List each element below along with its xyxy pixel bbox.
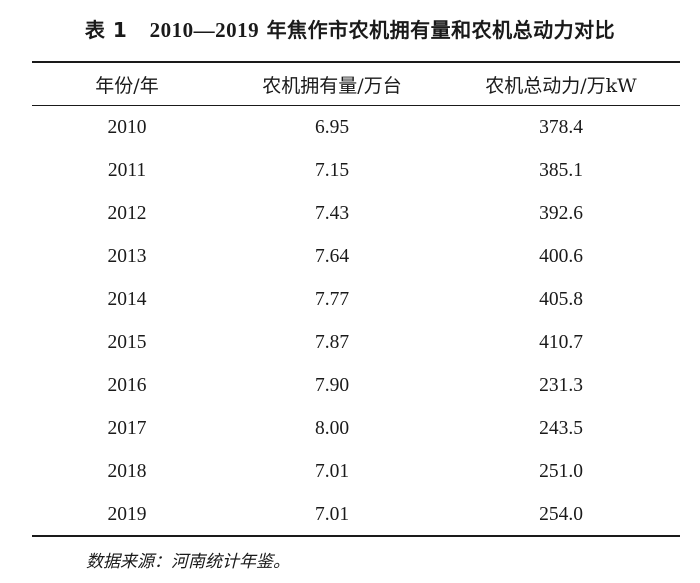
caption-years: 2010—2019 (149, 18, 260, 42)
data-source-note: 数据来源：河南统计年鉴。 (86, 552, 290, 572)
cell-machine-count: 6.95 (314, 116, 350, 138)
cell-machine-count: 7.90 (314, 374, 350, 396)
table-row: 2018 7.01 251.0 (32, 450, 680, 493)
cell-total-power: 254.0 (539, 503, 583, 525)
table-top-rule (32, 61, 680, 63)
data-table: 年份/年 农机拥有量/万台 农机总动力/万kW 2010 6.95 378.4 … (32, 63, 680, 536)
table-caption: 表 1 2010—2019 年焦作市农机拥有量和农机总动力对比 (0, 14, 700, 43)
table-row: 2013 7.64 400.6 (32, 235, 680, 278)
cell-year: 2011 (107, 159, 147, 181)
cell-year: 2016 (107, 374, 147, 396)
cell-year: 2019 (107, 503, 147, 525)
cell-machine-count: 7.01 (314, 503, 350, 525)
table-row: 2017 8.00 243.5 (32, 407, 680, 450)
cell-year: 2010 (107, 116, 147, 138)
cell-year: 2018 (107, 460, 147, 482)
cell-machine-count: 7.43 (314, 202, 350, 224)
cell-year: 2015 (107, 331, 147, 353)
caption-text: 年焦作市农机拥有量和农机总动力对比 (266, 18, 616, 42)
cell-total-power: 378.4 (539, 116, 583, 138)
cell-machine-count: 7.01 (314, 460, 350, 482)
table-bottom-rule (32, 535, 680, 537)
cell-total-power: 405.8 (539, 288, 583, 310)
table-row: 2019 7.01 254.0 (32, 493, 680, 536)
header-machine-count: 农机拥有量/万台 (262, 74, 402, 97)
table-row: 2016 7.90 231.3 (32, 364, 680, 407)
cell-year: 2017 (107, 417, 147, 439)
header-year: 年份/年 (95, 74, 159, 97)
table-header-rule (32, 105, 680, 106)
table-row: 2012 7.43 392.6 (32, 192, 680, 235)
cell-year: 2013 (107, 245, 147, 267)
cell-total-power: 385.1 (539, 159, 583, 181)
cell-total-power: 243.5 (539, 417, 583, 439)
cell-machine-count: 7.64 (314, 245, 350, 267)
cell-total-power: 400.6 (539, 245, 583, 267)
table-row: 2010 6.95 378.4 (32, 105, 680, 149)
cell-year: 2012 (107, 202, 147, 224)
table-header-row: 年份/年 农机拥有量/万台 农机总动力/万kW (32, 63, 680, 105)
cell-total-power: 410.7 (539, 331, 583, 353)
cell-machine-count: 8.00 (314, 417, 350, 439)
cell-total-power: 231.3 (539, 374, 583, 396)
cell-total-power: 392.6 (539, 202, 583, 224)
table-row: 2011 7.15 385.1 (32, 149, 680, 192)
header-total-power: 农机总动力/万kW (485, 74, 637, 97)
cell-total-power: 251.0 (539, 460, 583, 482)
caption-label: 表 1 (84, 18, 128, 42)
cell-machine-count: 7.15 (314, 159, 350, 181)
cell-year: 2014 (107, 288, 147, 310)
cell-machine-count: 7.87 (314, 331, 350, 353)
table-row: 2015 7.87 410.7 (32, 321, 680, 364)
table-row: 2014 7.77 405.8 (32, 278, 680, 321)
cell-machine-count: 7.77 (314, 288, 350, 310)
